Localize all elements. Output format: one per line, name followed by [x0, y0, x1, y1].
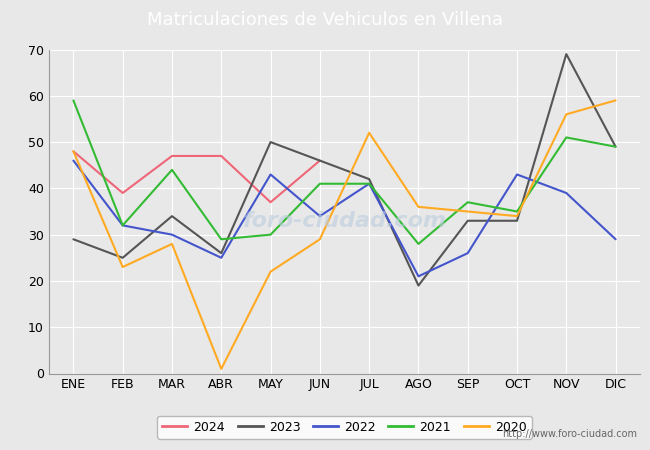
Text: Matriculaciones de Vehiculos en Villena: Matriculaciones de Vehiculos en Villena	[147, 11, 503, 29]
Text: foro-ciudad.com: foro-ciudad.com	[242, 211, 447, 231]
Legend: 2024, 2023, 2022, 2021, 2020: 2024, 2023, 2022, 2021, 2020	[157, 415, 532, 439]
Text: http://www.foro-ciudad.com: http://www.foro-ciudad.com	[502, 429, 637, 439]
